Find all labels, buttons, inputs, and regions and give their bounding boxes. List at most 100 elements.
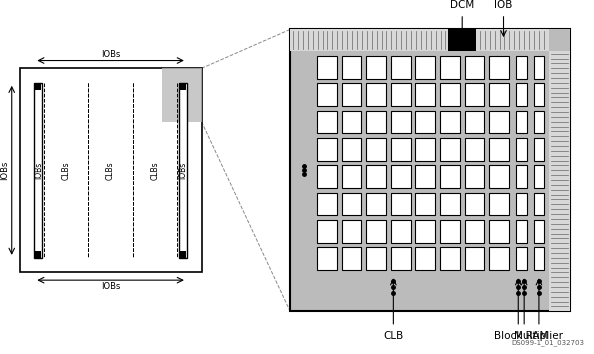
Text: IOBs: IOBs xyxy=(101,50,120,59)
Bar xyxy=(465,193,484,215)
Text: IOBs: IOBs xyxy=(34,162,43,179)
Bar xyxy=(342,220,361,242)
Bar xyxy=(465,165,484,188)
Text: CLBs: CLBs xyxy=(150,161,159,179)
Bar xyxy=(489,165,509,188)
Bar xyxy=(533,193,544,215)
Bar xyxy=(415,56,435,79)
Bar xyxy=(529,54,533,272)
Bar xyxy=(366,138,386,161)
Bar xyxy=(290,29,570,51)
Bar xyxy=(34,251,41,258)
Bar xyxy=(516,247,527,270)
Bar xyxy=(366,84,386,106)
Bar xyxy=(440,84,460,106)
Text: Block RAM: Block RAM xyxy=(494,331,548,341)
Bar xyxy=(440,111,460,133)
Bar xyxy=(489,193,509,215)
Bar xyxy=(391,165,410,188)
Bar xyxy=(489,247,509,270)
Bar xyxy=(317,138,337,161)
Bar xyxy=(440,220,460,242)
Bar xyxy=(549,29,570,51)
Text: DS099-1_01_032703: DS099-1_01_032703 xyxy=(511,339,584,346)
Bar xyxy=(391,56,410,79)
Bar xyxy=(516,56,527,79)
Bar xyxy=(489,56,509,79)
Bar xyxy=(342,84,361,106)
Bar xyxy=(391,111,410,133)
Bar xyxy=(465,220,484,242)
Bar xyxy=(366,193,386,215)
Text: IOBs: IOBs xyxy=(0,161,9,180)
Bar xyxy=(516,165,527,188)
Bar xyxy=(415,220,435,242)
Bar xyxy=(489,111,509,133)
Bar xyxy=(533,84,544,106)
Bar xyxy=(465,84,484,106)
Bar xyxy=(342,193,361,215)
Bar xyxy=(366,56,386,79)
Bar xyxy=(415,84,435,106)
Bar xyxy=(465,111,484,133)
Bar xyxy=(34,83,42,258)
Bar xyxy=(179,83,187,258)
Bar xyxy=(533,165,544,188)
Bar xyxy=(533,56,544,79)
Bar xyxy=(465,56,484,79)
Bar xyxy=(440,138,460,161)
Bar xyxy=(179,251,186,258)
Bar xyxy=(448,29,476,51)
Bar xyxy=(415,165,435,188)
Bar xyxy=(34,83,41,90)
Bar xyxy=(317,165,337,188)
Bar xyxy=(533,138,544,161)
Text: DCM: DCM xyxy=(450,0,475,10)
Bar xyxy=(342,56,361,79)
Bar xyxy=(342,165,361,188)
Bar xyxy=(440,165,460,188)
Bar xyxy=(391,247,410,270)
Bar xyxy=(516,138,527,161)
Bar xyxy=(317,84,337,106)
Bar xyxy=(317,220,337,242)
Text: CLBs: CLBs xyxy=(62,161,71,179)
Bar xyxy=(511,54,516,272)
Bar xyxy=(533,111,544,133)
Bar xyxy=(415,193,435,215)
Text: IOB: IOB xyxy=(494,0,513,10)
Text: CLBs: CLBs xyxy=(106,161,115,179)
Bar xyxy=(317,111,337,133)
Bar xyxy=(516,111,527,133)
Bar xyxy=(549,51,570,311)
Bar xyxy=(20,68,201,272)
Bar xyxy=(366,220,386,242)
Bar xyxy=(415,138,435,161)
Text: IOBs: IOBs xyxy=(101,282,120,291)
Bar xyxy=(440,193,460,215)
Bar xyxy=(465,138,484,161)
Bar xyxy=(415,111,435,133)
Bar xyxy=(391,84,410,106)
Bar xyxy=(489,220,509,242)
Bar xyxy=(391,138,410,161)
Bar xyxy=(342,247,361,270)
Bar xyxy=(179,83,186,90)
Bar xyxy=(516,220,527,242)
Bar xyxy=(317,193,337,215)
Bar xyxy=(342,111,361,133)
Bar xyxy=(440,247,460,270)
Bar xyxy=(391,193,410,215)
Bar xyxy=(489,84,509,106)
Text: Multiplier: Multiplier xyxy=(514,331,564,341)
Bar xyxy=(415,247,435,270)
Bar xyxy=(533,247,544,270)
Text: IOBs: IOBs xyxy=(178,162,187,179)
Bar xyxy=(516,193,527,215)
Bar xyxy=(440,56,460,79)
Bar xyxy=(317,56,337,79)
Bar xyxy=(391,220,410,242)
Bar xyxy=(317,247,337,270)
Bar xyxy=(366,165,386,188)
Bar xyxy=(489,138,509,161)
